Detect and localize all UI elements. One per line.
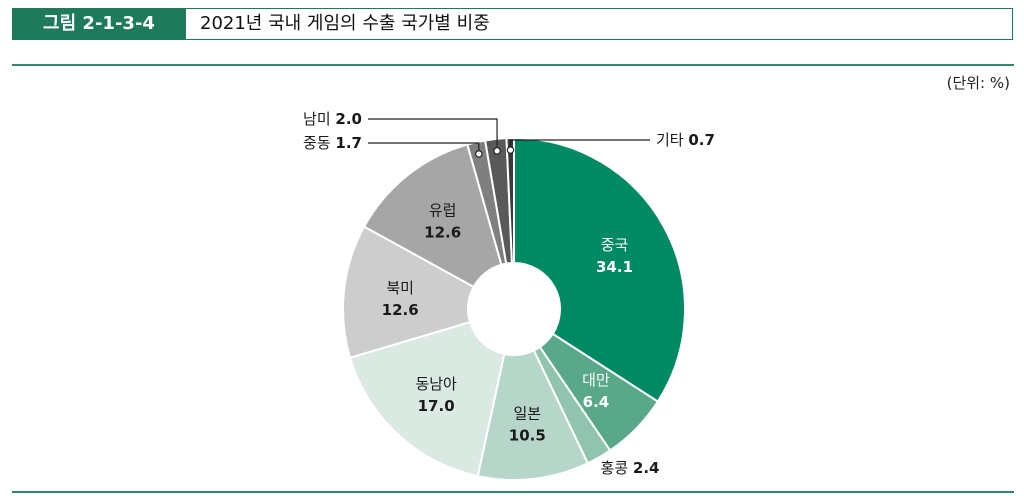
label-hongkong: 홍콩 2.4: [601, 459, 660, 477]
leader-line-south-america: [368, 118, 498, 151]
figure-header: 그림 2-1-3-4 2021년 국내 게임의 수출 국가별 비중: [12, 8, 1014, 40]
slice-north-america: [342, 225, 476, 359]
label-middle-east: 중동 1.7: [303, 134, 362, 152]
label-southeast-asia: 동남아: [415, 375, 457, 393]
figure-title: 2021년 국내 게임의 수출 국가별 비중: [200, 13, 490, 34]
value-japan: 10.5: [509, 427, 546, 445]
slice-europe: [362, 143, 503, 289]
slice-others: [505, 136, 515, 265]
label-europe: 유럽: [429, 201, 457, 219]
label-others: 기타 0.7: [656, 131, 715, 149]
value-china: 34.1: [596, 258, 633, 276]
label-north-america: 북미: [386, 279, 414, 297]
label-south-america: 남미 2.0: [303, 110, 362, 128]
top-divider: [12, 64, 1014, 66]
label-japan: 일본: [513, 405, 541, 423]
slice-southeast-asia: [348, 320, 506, 478]
value-southeast-asia: 17.0: [418, 397, 455, 415]
figure-title-box: 2021년 국내 게임의 수출 국가별 비중: [186, 8, 1013, 40]
value-north-america: 12.6: [382, 301, 419, 319]
bottom-divider: [12, 491, 1014, 493]
value-taiwan: 6.4: [583, 393, 610, 411]
leader-dot-middle-east: [475, 150, 483, 158]
leader-dot-others: [506, 146, 515, 154]
value-europe: 12.6: [424, 223, 461, 241]
label-taiwan: 대만: [582, 371, 610, 389]
figure-number-badge: 그림 2-1-3-4: [12, 8, 186, 40]
label-china: 중국: [601, 236, 629, 254]
leader-dot-south-america: [493, 147, 501, 155]
unit-label: (단위: %): [946, 74, 1010, 92]
slice-japan: [476, 349, 590, 481]
